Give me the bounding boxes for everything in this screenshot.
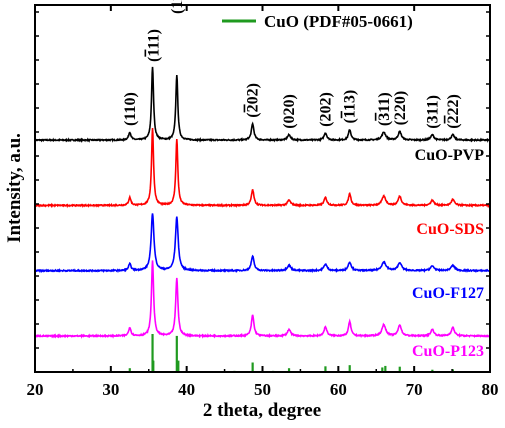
peak-label: (202) [317,92,334,127]
x-tick-label: 80 [482,380,499,399]
y-axis-label: Intensity, a.u. [4,133,25,243]
peak-label: (111) [146,29,163,62]
series-label: CuO-F127 [412,285,484,302]
peak-label: (220) [392,91,409,126]
series-label: CuO-P123 [412,343,484,360]
peak-label: (311) [376,92,393,126]
x-ticks: 20 30 40 50 60 70 80 [27,5,499,399]
peak-label: (222) [445,94,462,129]
x-axis-label: 2 theta, degree [203,400,321,421]
series-label: CuO-SDS [416,221,484,238]
peak-label: (202) [245,83,262,118]
peak-labels: (110) (111) (111) (202) (020) (202) (113) (311)… [122,0,462,129]
legend-text: CuO (PDF#05-0661) [264,12,413,31]
legend: CuO (PDF#05-0661) [222,12,413,31]
series-labels: CuO-PVP CuO-SDS CuO-F127 CuO-P123 [412,147,484,360]
peak-label: (110) [122,92,139,126]
peak-label: (113) [342,90,359,124]
series-line-cuo-pvp [34,66,491,143]
series-line-cuo-p123 [34,260,491,339]
peak-label: (311) [424,95,441,129]
x-tick-label: 70 [406,380,423,399]
x-tick-label: 50 [254,380,271,399]
peak-label: (111) [169,0,186,14]
reference-lines [128,334,454,372]
peak-label: (020) [281,94,298,129]
x-tick-label: 60 [330,380,347,399]
series-layer [34,66,491,339]
x-tick-label: 30 [102,380,119,399]
series-label: CuO-PVP [415,147,485,164]
series-line-cuo-sds [34,128,491,209]
series-line-cuo-f127 [34,213,491,274]
x-tick-label: 40 [178,380,195,399]
plot-frame [34,4,491,373]
x-tick-label: 20 [27,380,44,399]
